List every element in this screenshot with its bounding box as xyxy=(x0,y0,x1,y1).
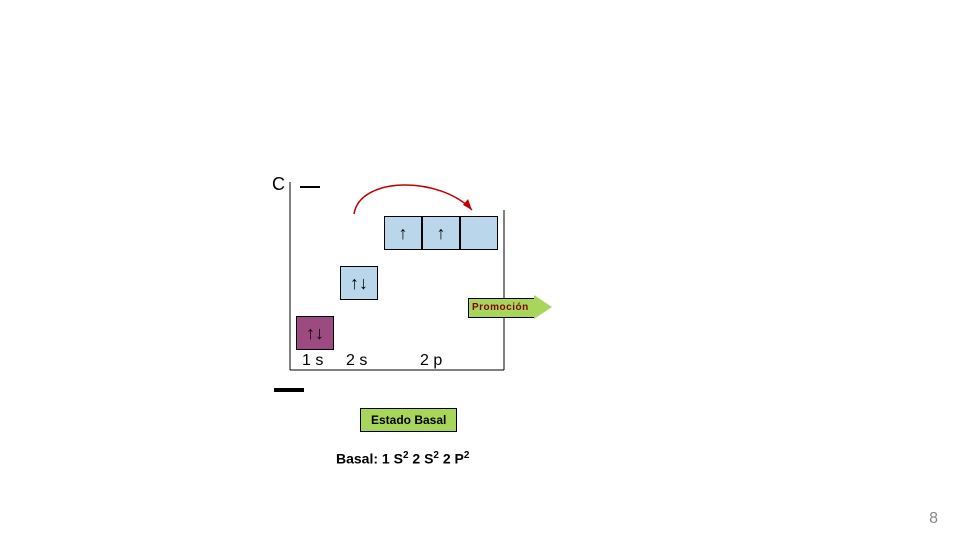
page-number-text: 8 xyxy=(929,510,938,527)
page-number: 8 xyxy=(929,510,938,528)
orbital-2p-c xyxy=(460,216,498,250)
bottom-dash xyxy=(274,388,304,392)
label-2p: 2 p xyxy=(420,352,442,370)
label-1s-text: 1 s xyxy=(302,352,323,369)
orbital-2s: ↑↓ xyxy=(340,266,378,300)
orbital-2p-b-arrows: ↑ xyxy=(437,224,446,242)
promotion-label: Promoción xyxy=(472,302,529,313)
orbital-2p-a: ↑ xyxy=(384,216,422,250)
label-2s: 2 s xyxy=(346,352,367,370)
promotion-arrow-shaft: Promoción xyxy=(468,298,535,318)
orbital-1s: ↑↓ xyxy=(296,316,334,350)
label-2p-text: 2 p xyxy=(420,352,442,369)
orbital-2s-arrows: ↑↓ xyxy=(350,274,368,292)
estado-basal-text: Estado Basal xyxy=(371,413,446,427)
label-2s-text: 2 s xyxy=(346,352,367,369)
frame-lines xyxy=(0,0,960,540)
label-1s: 1 s xyxy=(302,352,323,370)
estado-basal-badge: Estado Basal xyxy=(360,408,457,432)
promotion-arrow-head xyxy=(534,295,552,319)
electron-configuration: Basal: 1 S2 2 S2 2 P2 xyxy=(336,450,469,467)
orbital-2p-b: ↑ xyxy=(422,216,460,250)
orbital-2p-a-arrows: ↑ xyxy=(399,224,408,242)
slide-stage: C ↑↓ ↑↓ ↑ ↑ 1 s 2 s 2 p Promoció xyxy=(0,0,960,540)
orbital-1s-arrows: ↑↓ xyxy=(306,324,324,342)
